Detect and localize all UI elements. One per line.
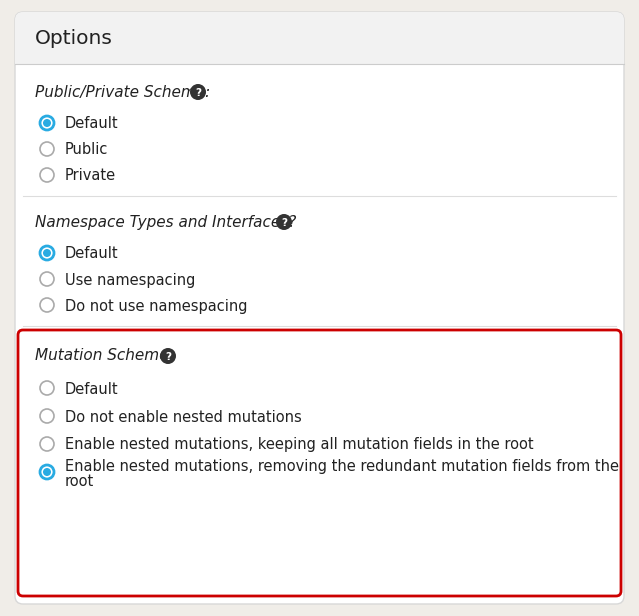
Circle shape bbox=[40, 465, 54, 479]
Circle shape bbox=[190, 84, 206, 100]
Text: Do not use namespacing: Do not use namespacing bbox=[65, 299, 247, 314]
Circle shape bbox=[43, 468, 51, 476]
Circle shape bbox=[43, 119, 51, 127]
Circle shape bbox=[43, 249, 51, 257]
Text: Mutation Scheme: Mutation Scheme bbox=[35, 349, 169, 363]
Text: root: root bbox=[65, 474, 94, 490]
Text: Enable nested mutations, keeping all mutation fields in the root: Enable nested mutations, keeping all mut… bbox=[65, 437, 534, 453]
Circle shape bbox=[160, 348, 176, 364]
Text: Default: Default bbox=[65, 116, 119, 131]
Circle shape bbox=[40, 409, 54, 423]
Circle shape bbox=[40, 142, 54, 156]
Text: ?: ? bbox=[281, 218, 287, 228]
FancyBboxPatch shape bbox=[18, 330, 621, 596]
Text: Private: Private bbox=[65, 169, 116, 184]
Text: Options: Options bbox=[35, 30, 113, 49]
Circle shape bbox=[40, 168, 54, 182]
Text: Do not enable nested mutations: Do not enable nested mutations bbox=[65, 410, 302, 424]
Text: Namespace Types and Interfaces?: Namespace Types and Interfaces? bbox=[35, 214, 296, 230]
Circle shape bbox=[276, 214, 292, 230]
Text: ?: ? bbox=[195, 88, 201, 98]
FancyBboxPatch shape bbox=[15, 12, 624, 604]
Text: Enable nested mutations, removing the redundant mutation fields from the: Enable nested mutations, removing the re… bbox=[65, 458, 619, 474]
Text: Default: Default bbox=[65, 246, 119, 262]
Circle shape bbox=[40, 437, 54, 451]
Circle shape bbox=[40, 116, 54, 130]
Circle shape bbox=[40, 298, 54, 312]
Circle shape bbox=[40, 246, 54, 260]
Bar bbox=[15, 38, 624, 64]
Text: Public/Private Schema:: Public/Private Schema: bbox=[35, 84, 210, 100]
Text: Public: Public bbox=[65, 142, 109, 158]
FancyBboxPatch shape bbox=[15, 12, 624, 64]
Text: Use namespacing: Use namespacing bbox=[65, 272, 196, 288]
Text: Default: Default bbox=[65, 381, 119, 397]
Circle shape bbox=[40, 272, 54, 286]
Text: ?: ? bbox=[165, 352, 171, 362]
Circle shape bbox=[40, 381, 54, 395]
